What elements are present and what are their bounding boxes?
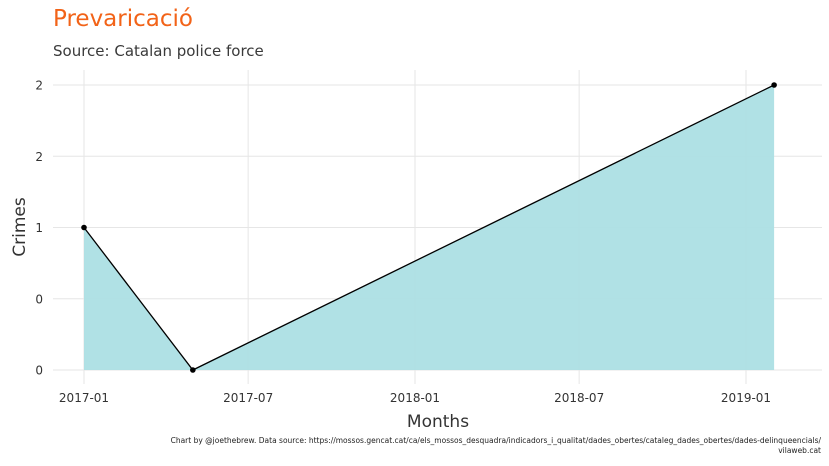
data-point (771, 82, 777, 88)
y-tick-label: 0 (35, 292, 43, 306)
series-area (84, 85, 775, 370)
y-tick-label: 2 (35, 150, 43, 164)
caption-source: Chart by @joethebrew. Data source: https… (170, 436, 821, 445)
data-point (190, 367, 196, 373)
caption-site: vilaweb.cat (778, 446, 821, 455)
points-layer (81, 82, 777, 373)
area-layer (84, 85, 775, 370)
x-axis-title: Months (407, 412, 469, 432)
x-tick-label: 2019-01 (721, 391, 771, 405)
data-point (81, 224, 87, 231)
y-axis-title: Crimes (10, 197, 30, 257)
x-axis-ticks: 2017-01 2017-07 2018-01 2018-07 2019-01 (59, 391, 771, 405)
y-tick-label: 2 (35, 79, 43, 93)
x-tick-label: 2017-07 (223, 391, 273, 405)
x-tick-label: 2017-01 (59, 391, 109, 405)
chart-subtitle: Source: Catalan police force (53, 42, 264, 60)
x-tick-label: 2018-07 (554, 391, 604, 405)
y-tick-label: 0 (35, 364, 43, 378)
chart-title: Prevaricació (53, 6, 193, 32)
y-tick-label: 1 (35, 221, 43, 235)
chart-caption: Chart by @joethebrew. Data source: https… (61, 436, 821, 456)
y-axis-ticks: 0 0 1 2 2 (35, 79, 43, 378)
x-tick-label: 2018-01 (390, 391, 440, 405)
